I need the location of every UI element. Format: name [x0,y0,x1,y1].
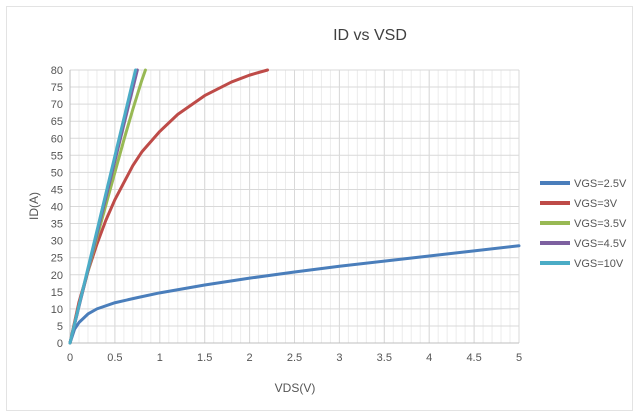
x-tick-label: 2.5 [287,352,302,364]
x-tick-label: 1.5 [197,352,212,364]
y-axis-ticks: 0 5 10 15 20 25 30 35 40 45 50 55 60 65 70 75 80 [51,65,63,350]
y-tick-label: 60 [51,133,63,145]
y-tick-label: 70 [51,99,63,111]
legend: VGS=2.5V VGS=3V VGS=3.5V VGS=4.5V VGS=10V [540,178,627,270]
y-tick-label: 0 [57,338,63,350]
x-tick-label: 3.5 [377,352,392,364]
y-tick-label: 35 [51,219,63,231]
y-tick-label: 10 [51,304,63,316]
grid [69,69,520,344]
x-tick-label: 2 [247,352,253,364]
series-lines [68,68,521,345]
y-tick-label: 80 [51,65,63,77]
x-axis-label: VDS(V) [275,381,316,395]
chart-title: ID vs VSD [333,27,407,44]
legend-label: VGS=4.5V [574,238,627,250]
y-tick-label: 45 [51,184,63,196]
y-tick-label: 65 [51,116,63,128]
x-tick-label: 0 [67,352,73,364]
y-tick-label: 5 [57,321,63,333]
y-axis-label: ID(A) [27,192,41,220]
x-tick-label: 4.5 [466,352,481,364]
x-tick-label: 5 [516,352,522,364]
x-tick-label: 0.5 [107,352,122,364]
y-tick-label: 55 [51,150,63,162]
legend-label: VGS=10V [574,258,624,270]
x-tick-label: 4 [426,352,432,364]
y-tick-label: 15 [51,287,63,299]
y-tick-label: 20 [51,270,63,282]
y-tick-label: 30 [51,236,63,248]
legend-label: VGS=2.5V [574,178,627,190]
legend-label: VGS=3.5V [574,218,627,230]
series-line-1 [68,244,521,345]
y-tick-label: 40 [51,202,63,214]
x-axis-ticks: 0 0.5 1 1.5 2 2.5 3 3.5 4 4.5 5 [67,352,522,364]
series-line-5 [68,68,138,345]
y-tick-label: 25 [51,253,63,265]
y-tick-label: 50 [51,167,63,179]
y-tick-label: 75 [51,82,63,94]
legend-label: VGS=3V [574,198,618,210]
x-tick-label: 1 [157,352,163,364]
x-tick-label: 3 [336,352,342,364]
